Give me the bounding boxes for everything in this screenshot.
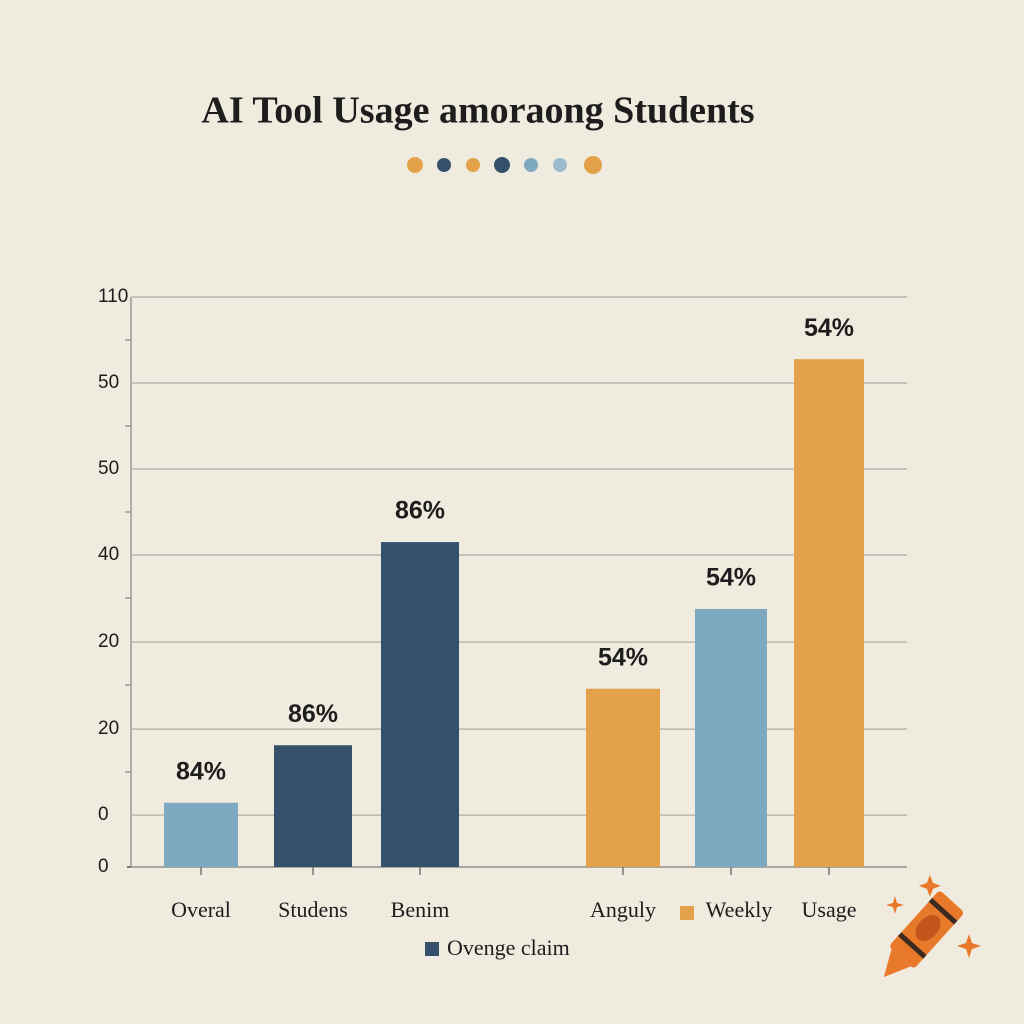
bar: [164, 802, 238, 867]
weekly-marker: [680, 906, 694, 920]
value-label: 54%: [804, 314, 854, 342]
y-tick-label: 0: [98, 804, 109, 825]
minor-ticks: [125, 339, 131, 773]
sparkle: [957, 934, 981, 958]
x-tick-label: Benim: [391, 897, 450, 922]
x-tick-label: Weekly: [706, 897, 773, 922]
x-tick-label: Studens: [278, 897, 348, 922]
title-dots: [407, 156, 602, 174]
x-tick-label: Usage: [802, 897, 857, 922]
chart-title: AI Tool Usage amoraong Students: [201, 90, 754, 132]
bar: [794, 359, 864, 867]
sparkle: [886, 896, 904, 914]
bar: [381, 542, 459, 867]
y-tick-label: 40: [98, 544, 119, 565]
y-tick-label: 20: [98, 718, 119, 739]
crayon-icon: [883, 874, 964, 978]
legend-label: Ovenge claim: [447, 935, 570, 960]
value-label: 86%: [288, 700, 338, 728]
y-tick-label: 20: [98, 631, 119, 652]
y-tick-label: 50: [98, 372, 119, 393]
y-tick-label: 50: [98, 458, 119, 479]
value-label: 86%: [395, 497, 445, 525]
value-label: 54%: [706, 564, 756, 592]
bar: [586, 688, 660, 867]
x-tick-label: Overal: [171, 897, 231, 922]
value-label: 54%: [598, 643, 648, 671]
y-tick-label: 110: [98, 286, 128, 307]
plot: 0 0 20 20 40 50 50 110 Overal 84% Studens 86% Benim 8…: [98, 286, 907, 922]
x-tick-label: Anguly: [590, 897, 656, 922]
y-tick-label: 0: [98, 856, 109, 877]
bar: [695, 608, 767, 867]
value-label: 84%: [176, 757, 226, 785]
legend-swatch: [425, 942, 439, 956]
bar: [274, 745, 352, 867]
